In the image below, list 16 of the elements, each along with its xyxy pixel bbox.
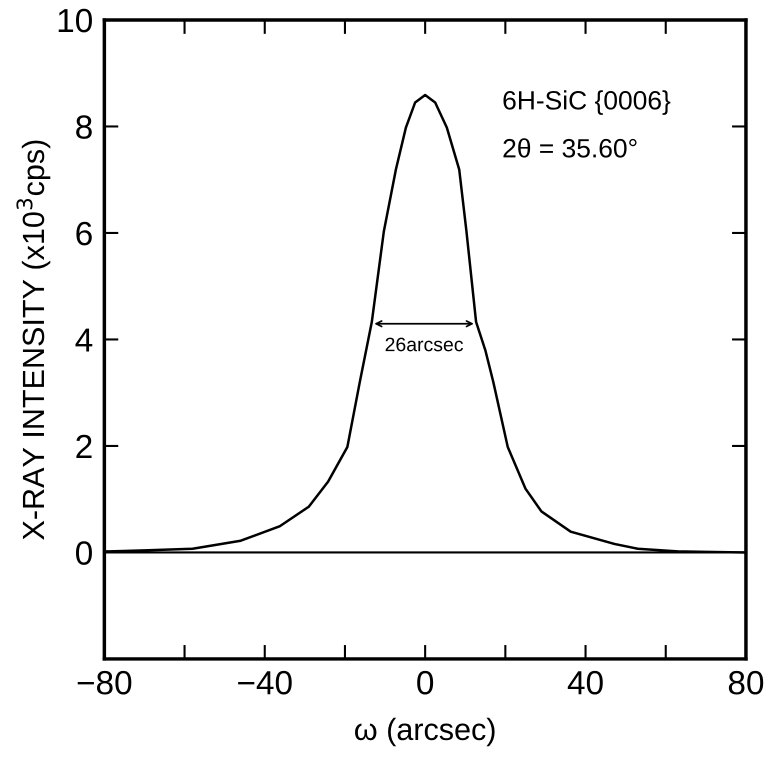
- x-tick-label: −80: [78, 670, 132, 695]
- y-axis-title: X-RAY INTENSITY (x10$^{3}$cps): [16, 140, 50, 540]
- y-tick-label: 2: [76, 434, 92, 458]
- x-tick-label: −40: [238, 670, 292, 695]
- annotation: 2θ = 35.60°: [503, 138, 637, 158]
- y-tick-label: 0: [76, 541, 92, 565]
- x-tick-label: 40: [568, 670, 603, 695]
- annotation: 26arcsec: [386, 338, 464, 352]
- x-tick-label: 80: [728, 670, 764, 695]
- x-tick-label: 0: [417, 670, 434, 695]
- x-axis-title: ω (arcsec): [355, 718, 495, 746]
- y-tick-label: 4: [75, 328, 92, 352]
- y-tick-label: 6: [76, 222, 92, 246]
- y-tick-label: 8: [76, 115, 92, 139]
- y-tick-label: 10: [58, 8, 92, 32]
- annotation: 6H-SiC {0006}: [503, 90, 670, 115]
